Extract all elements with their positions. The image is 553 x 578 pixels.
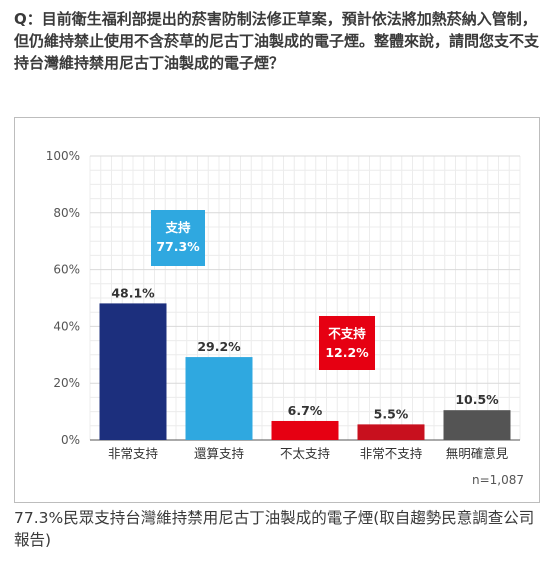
annotation-label: 不支持 (328, 326, 366, 341)
annotation-box (319, 316, 375, 370)
bar-value-label: 48.1% (111, 285, 155, 300)
sample-size-note: n=1,087 (472, 473, 524, 487)
annotation-box (151, 210, 205, 266)
bar (185, 357, 253, 440)
image-caption: 77.3%民眾支持台灣維持禁用尼古丁油製成的電子煙(取自趨勢民意調查公司報告) (14, 509, 535, 549)
bar (357, 424, 425, 440)
survey-question: Q：目前衛生福利部提出的菸害防制法修正草案，預計依法將加熱菸納入管制，但仍維持禁… (14, 10, 540, 72)
x-category-label: 不太支持 (280, 446, 330, 461)
y-tick-label: 100% (46, 149, 80, 163)
chart-panel: 0% 20% 40% 60% 80% 100% 48.1% 非常支持 29.2% 還算支持 6.7%… (14, 117, 540, 503)
bar (443, 410, 511, 440)
bar-value-label: 10.5% (455, 392, 499, 407)
annotation-label: 支持 (164, 220, 191, 235)
bar (271, 420, 339, 440)
y-tick-label: 80% (53, 206, 80, 220)
y-tick-label: 60% (53, 263, 80, 277)
x-category-label: 非常不支持 (360, 446, 423, 461)
x-category-label: 非常支持 (108, 446, 158, 461)
x-category-label: 無明確意見 (446, 446, 509, 461)
bar-chart: 0% 20% 40% 60% 80% 100% 48.1% 非常支持 29.2% 還算支持 6.7%… (46, 149, 524, 487)
bar-value-label: 6.7% (288, 403, 323, 418)
annotation-value: 12.2% (325, 345, 369, 360)
x-category-label: 還算支持 (194, 446, 244, 461)
y-tick-label: 20% (53, 376, 80, 390)
bar-value-label: 29.2% (197, 339, 241, 354)
bar-value-label: 5.5% (374, 406, 409, 421)
annotation-value: 77.3% (156, 239, 200, 254)
y-tick-label: 0% (61, 433, 80, 447)
bar (99, 303, 167, 440)
y-tick-label: 40% (53, 319, 80, 333)
